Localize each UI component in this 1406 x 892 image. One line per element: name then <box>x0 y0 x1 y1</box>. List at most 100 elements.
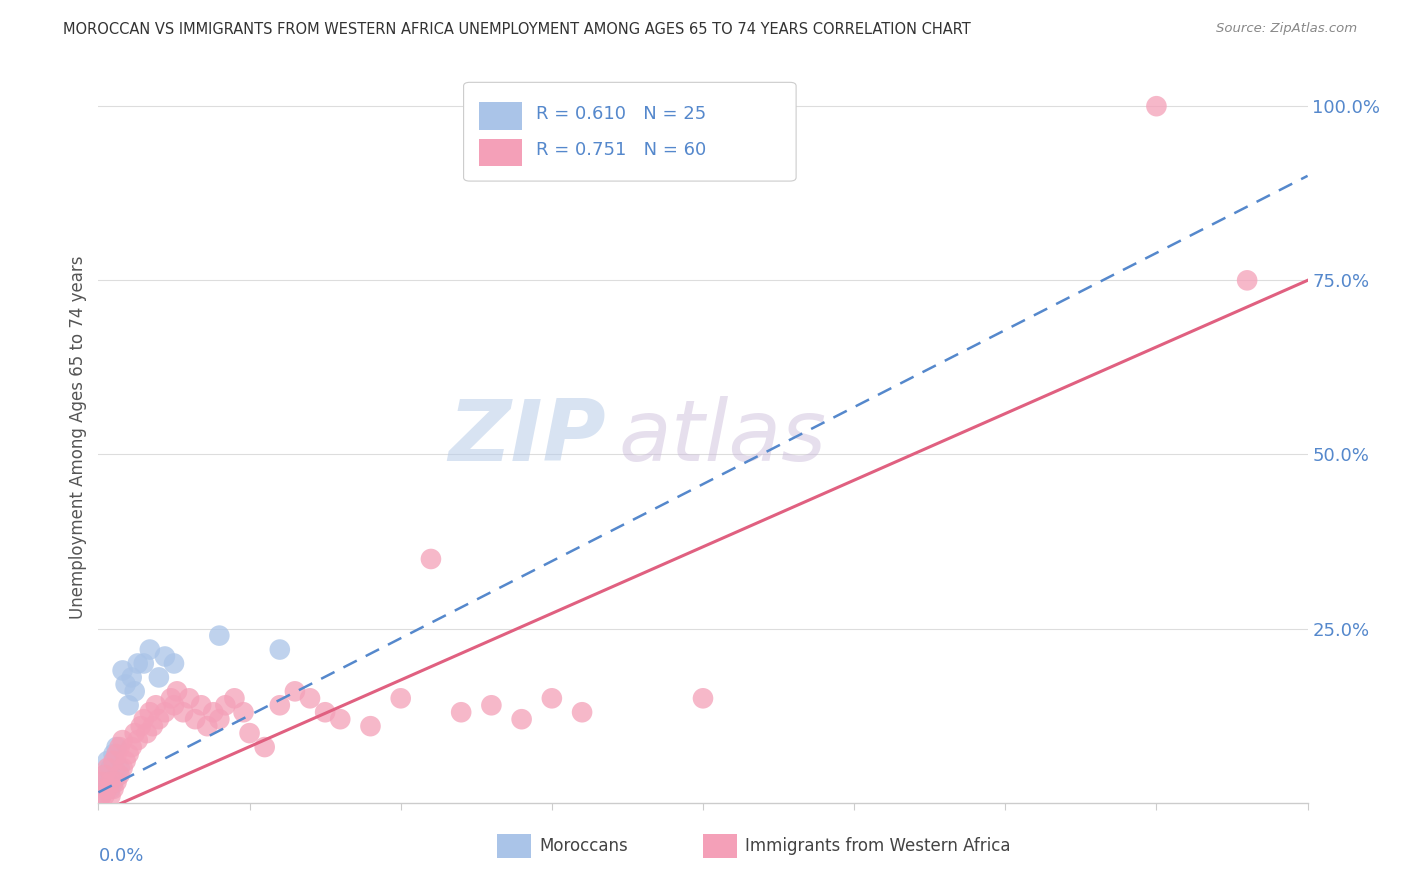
FancyBboxPatch shape <box>464 82 796 181</box>
Point <box>148 670 170 684</box>
Point <box>284 684 307 698</box>
Point <box>224 691 246 706</box>
Text: Immigrants from Western Africa: Immigrants from Western Africa <box>745 837 1011 855</box>
Point <box>179 691 201 706</box>
Point <box>90 789 112 803</box>
Text: MOROCCAN VS IMMIGRANTS FROM WESTERN AFRICA UNEMPLOYMENT AMONG AGES 65 TO 74 YEAR: MOROCCAN VS IMMIGRANTS FROM WESTERN AFRI… <box>63 22 972 37</box>
Point <box>1236 273 1258 287</box>
Point <box>124 726 146 740</box>
Point <box>214 698 236 713</box>
Point <box>195 719 218 733</box>
Text: Moroccans: Moroccans <box>540 837 628 855</box>
Point <box>692 691 714 706</box>
Point <box>1144 99 1167 113</box>
Point <box>127 733 149 747</box>
Point <box>103 781 125 796</box>
Point <box>160 691 183 706</box>
Point <box>111 761 134 775</box>
Point <box>93 781 115 796</box>
Point <box>142 719 165 733</box>
Text: 0.0%: 0.0% <box>98 847 143 864</box>
Point <box>93 768 115 782</box>
Point <box>108 740 131 755</box>
Point <box>389 691 412 706</box>
Point <box>100 789 122 803</box>
Point <box>105 740 128 755</box>
Point <box>111 733 134 747</box>
Point <box>481 698 503 713</box>
Point <box>93 768 115 782</box>
Point <box>163 657 186 671</box>
Point <box>100 761 122 775</box>
Point <box>103 747 125 761</box>
Point <box>148 712 170 726</box>
Point <box>121 740 143 755</box>
Point <box>202 705 225 719</box>
Point <box>239 726 262 740</box>
Text: R = 0.751   N = 60: R = 0.751 N = 60 <box>536 141 706 160</box>
Point <box>166 684 188 698</box>
Point <box>124 684 146 698</box>
Point <box>163 698 186 713</box>
Point <box>90 775 112 789</box>
Point <box>114 754 136 768</box>
FancyBboxPatch shape <box>479 102 522 130</box>
Point <box>190 698 212 713</box>
Point <box>129 719 152 733</box>
Point <box>329 712 352 726</box>
Point <box>450 705 472 719</box>
Point <box>208 629 231 643</box>
FancyBboxPatch shape <box>498 834 531 858</box>
Point <box>96 775 118 789</box>
Point <box>269 642 291 657</box>
Point <box>96 754 118 768</box>
FancyBboxPatch shape <box>703 834 737 858</box>
Point <box>121 670 143 684</box>
Text: atlas: atlas <box>619 395 827 479</box>
Point <box>145 698 167 713</box>
Point <box>153 649 176 664</box>
Text: R = 0.610   N = 25: R = 0.610 N = 25 <box>536 104 706 123</box>
Point <box>135 726 157 740</box>
Point <box>114 677 136 691</box>
Point <box>105 768 128 782</box>
Point <box>118 747 141 761</box>
Point <box>127 657 149 671</box>
Point <box>108 761 131 775</box>
Point <box>93 789 115 803</box>
Point <box>172 705 194 719</box>
Point <box>132 712 155 726</box>
Point <box>510 712 533 726</box>
Y-axis label: Unemployment Among Ages 65 to 74 years: Unemployment Among Ages 65 to 74 years <box>69 255 87 619</box>
Point <box>103 775 125 789</box>
Point <box>269 698 291 713</box>
Point <box>111 664 134 678</box>
Point <box>105 747 128 761</box>
Point <box>96 761 118 775</box>
Point <box>153 705 176 719</box>
Point <box>105 775 128 789</box>
Point <box>232 705 254 719</box>
Point <box>299 691 322 706</box>
Point <box>118 698 141 713</box>
Point <box>184 712 207 726</box>
Text: Source: ZipAtlas.com: Source: ZipAtlas.com <box>1216 22 1357 36</box>
Point <box>100 775 122 789</box>
Point <box>90 789 112 803</box>
Point <box>420 552 443 566</box>
Point <box>208 712 231 726</box>
Point <box>96 781 118 796</box>
Text: ZIP: ZIP <box>449 395 606 479</box>
Point <box>571 705 593 719</box>
Point <box>103 754 125 768</box>
Point <box>139 705 162 719</box>
FancyBboxPatch shape <box>479 138 522 167</box>
Point <box>139 642 162 657</box>
Point <box>253 740 276 755</box>
Point <box>360 719 382 733</box>
Point <box>314 705 336 719</box>
Point <box>132 657 155 671</box>
Point <box>100 781 122 796</box>
Point <box>540 691 562 706</box>
Point <box>108 768 131 782</box>
